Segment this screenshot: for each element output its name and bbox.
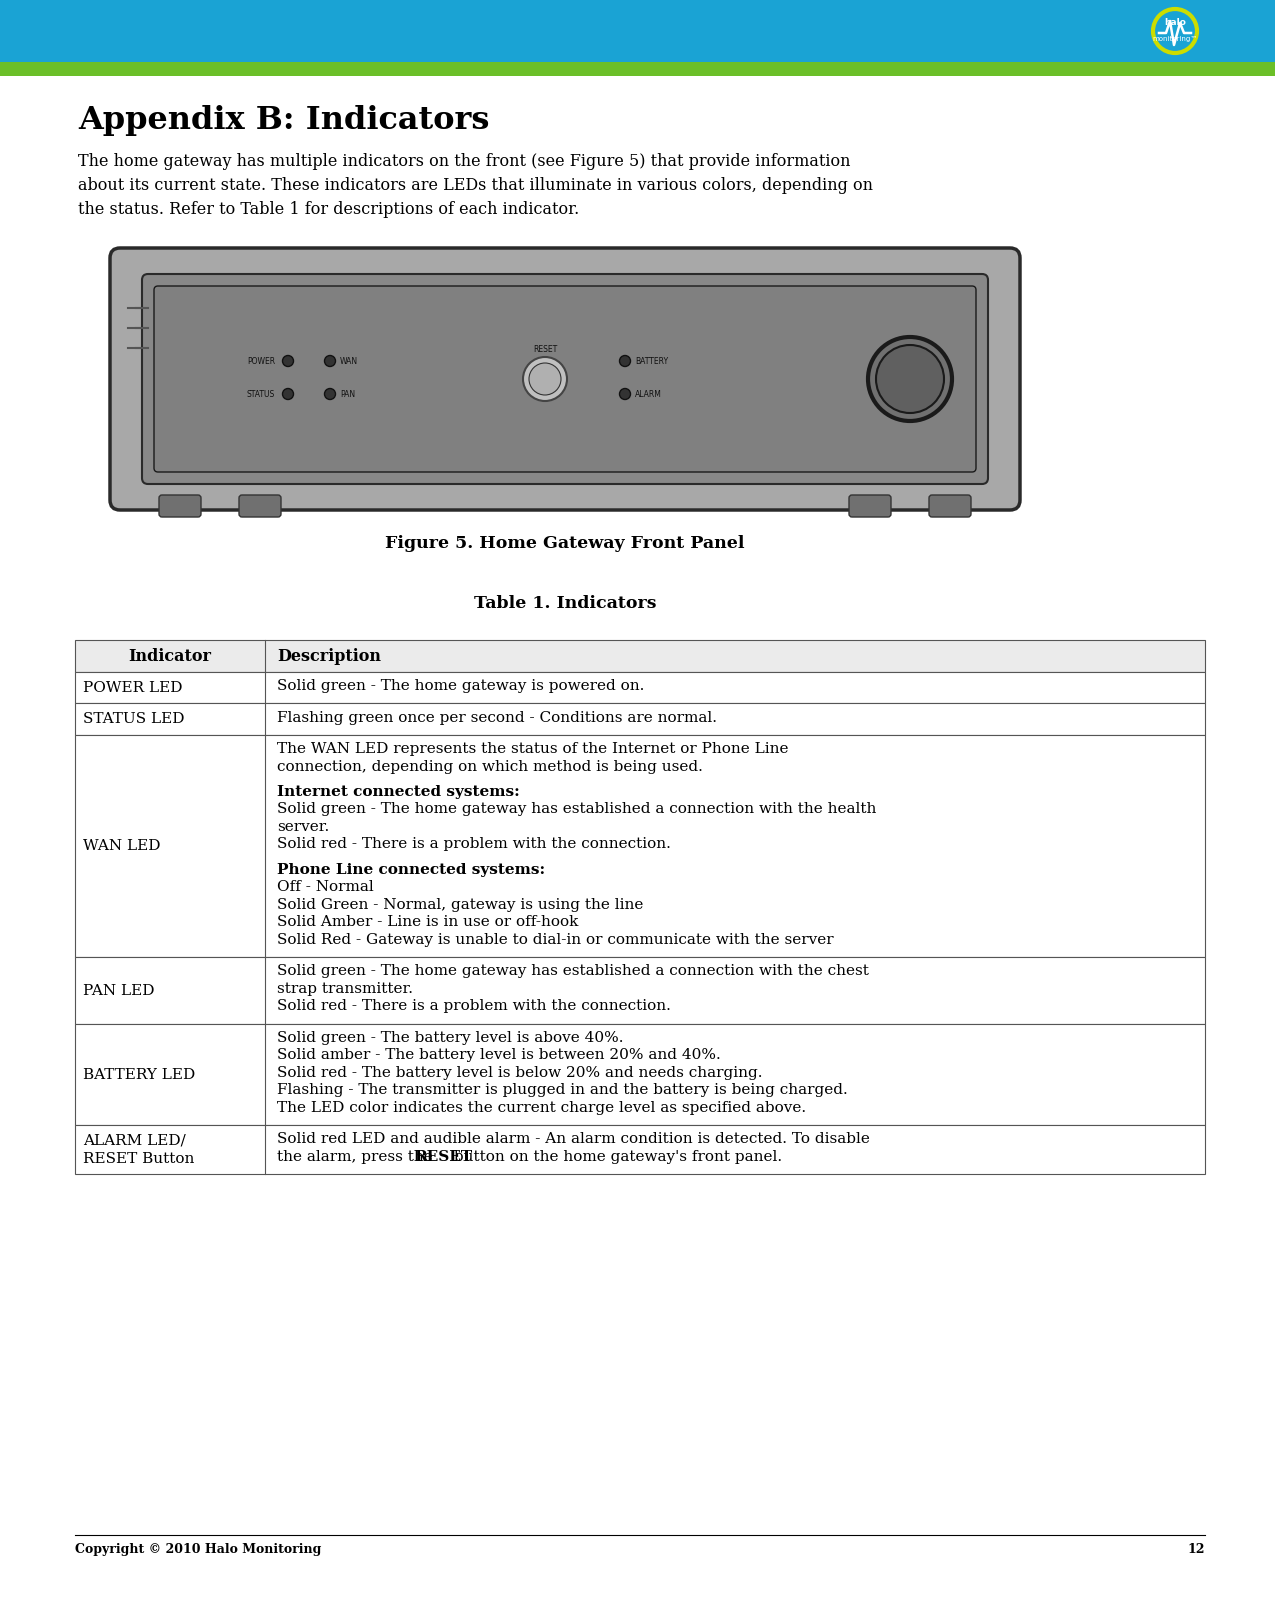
Text: Flashing - The transmitter is plugged in and the battery is being charged.: Flashing - The transmitter is plugged in… <box>277 1084 848 1098</box>
Text: Appendix B: Indicators: Appendix B: Indicators <box>78 105 490 135</box>
Text: 12: 12 <box>1187 1542 1205 1555</box>
Text: WAN: WAN <box>340 356 358 365</box>
Text: POWER LED: POWER LED <box>83 681 182 696</box>
Text: Solid green - The home gateway has established a connection with the chest: Solid green - The home gateway has estab… <box>277 964 868 979</box>
Bar <box>0 63 1275 76</box>
Text: button on the home gateway's front panel.: button on the home gateway's front panel… <box>449 1150 782 1164</box>
Text: STATUS LED: STATUS LED <box>83 712 185 726</box>
FancyBboxPatch shape <box>238 494 280 517</box>
Text: connection, depending on which method is being used.: connection, depending on which method is… <box>277 760 703 773</box>
Text: Solid red - There is a problem with the connection.: Solid red - There is a problem with the … <box>277 1000 671 1013</box>
Circle shape <box>283 356 293 367</box>
FancyBboxPatch shape <box>142 274 988 485</box>
Text: WAN LED: WAN LED <box>83 839 161 853</box>
Circle shape <box>620 356 631 367</box>
Circle shape <box>283 388 293 399</box>
Text: RESET: RESET <box>414 1150 473 1164</box>
Text: The WAN LED represents the status of the Internet or Phone Line: The WAN LED represents the status of the… <box>277 742 788 757</box>
Text: halo: halo <box>1164 18 1186 27</box>
Text: BATTERY LED: BATTERY LED <box>83 1067 195 1082</box>
FancyBboxPatch shape <box>110 248 1020 510</box>
Text: The home gateway has multiple indicators on the front (see Figure 5) that provid: The home gateway has multiple indicators… <box>78 153 873 219</box>
Text: Solid green - The home gateway is powered on.: Solid green - The home gateway is powere… <box>277 679 644 692</box>
Text: STATUS: STATUS <box>247 390 275 399</box>
Text: Solid red LED and audible alarm - An alarm condition is detected. To disable: Solid red LED and audible alarm - An ala… <box>277 1132 870 1146</box>
Text: Internet connected systems:: Internet connected systems: <box>277 786 520 799</box>
Bar <box>75 736 1205 958</box>
Bar <box>75 1125 1205 1174</box>
Text: POWER: POWER <box>247 356 275 365</box>
Text: Solid green - The battery level is above 40%.: Solid green - The battery level is above… <box>277 1030 623 1045</box>
Text: Solid red - There is a problem with the connection.: Solid red - There is a problem with the … <box>277 837 671 852</box>
Text: monitoring™: monitoring™ <box>1153 35 1197 42</box>
Bar <box>0 0 1275 63</box>
FancyBboxPatch shape <box>159 494 201 517</box>
Text: RESET: RESET <box>533 345 557 354</box>
Text: Solid green - The home gateway has established a connection with the health: Solid green - The home gateway has estab… <box>277 802 876 816</box>
Text: Figure 5. Home Gateway Front Panel: Figure 5. Home Gateway Front Panel <box>385 535 745 552</box>
Text: ALARM LED/
RESET Button: ALARM LED/ RESET Button <box>83 1133 194 1166</box>
Text: PAN LED: PAN LED <box>83 984 154 998</box>
Text: Solid Green - Normal, gateway is using the line: Solid Green - Normal, gateway is using t… <box>277 898 643 911</box>
Circle shape <box>529 362 561 394</box>
Text: Solid amber - The battery level is between 20% and 40%.: Solid amber - The battery level is betwe… <box>277 1048 720 1063</box>
Bar <box>75 1024 1205 1125</box>
Bar <box>75 704 1205 736</box>
Bar <box>75 671 1205 704</box>
Text: Copyright © 2010 Halo Monitoring: Copyright © 2010 Halo Monitoring <box>75 1542 321 1555</box>
Text: Description: Description <box>277 647 381 665</box>
Text: PAN: PAN <box>340 390 356 399</box>
Text: server.: server. <box>277 819 329 834</box>
Circle shape <box>325 356 335 367</box>
Text: ALARM: ALARM <box>635 390 662 399</box>
Text: Indicator: Indicator <box>129 647 212 665</box>
Circle shape <box>523 357 567 401</box>
FancyBboxPatch shape <box>929 494 972 517</box>
Text: Flashing green once per second - Conditions are normal.: Flashing green once per second - Conditi… <box>277 710 717 724</box>
Bar <box>75 958 1205 1024</box>
Text: Solid red - The battery level is below 20% and needs charging.: Solid red - The battery level is below 2… <box>277 1066 762 1080</box>
FancyBboxPatch shape <box>849 494 891 517</box>
Text: Off - Normal: Off - Normal <box>277 881 374 894</box>
Text: Table 1. Indicators: Table 1. Indicators <box>474 596 657 612</box>
Text: The LED color indicates the current charge level as specified above.: The LED color indicates the current char… <box>277 1101 806 1114</box>
Text: BATTERY: BATTERY <box>635 356 668 365</box>
Text: the alarm, press the: the alarm, press the <box>277 1150 437 1164</box>
Text: Phone Line connected systems:: Phone Line connected systems: <box>277 863 544 877</box>
Circle shape <box>868 336 952 420</box>
FancyBboxPatch shape <box>154 287 975 472</box>
Text: strap transmitter.: strap transmitter. <box>277 982 413 995</box>
Bar <box>75 641 1205 671</box>
Circle shape <box>325 388 335 399</box>
Text: Solid Amber - Line is in use or off-hook: Solid Amber - Line is in use or off-hook <box>277 914 579 929</box>
Text: Solid Red - Gateway is unable to dial-in or communicate with the server: Solid Red - Gateway is unable to dial-in… <box>277 932 834 947</box>
Circle shape <box>876 345 944 414</box>
Circle shape <box>620 388 631 399</box>
